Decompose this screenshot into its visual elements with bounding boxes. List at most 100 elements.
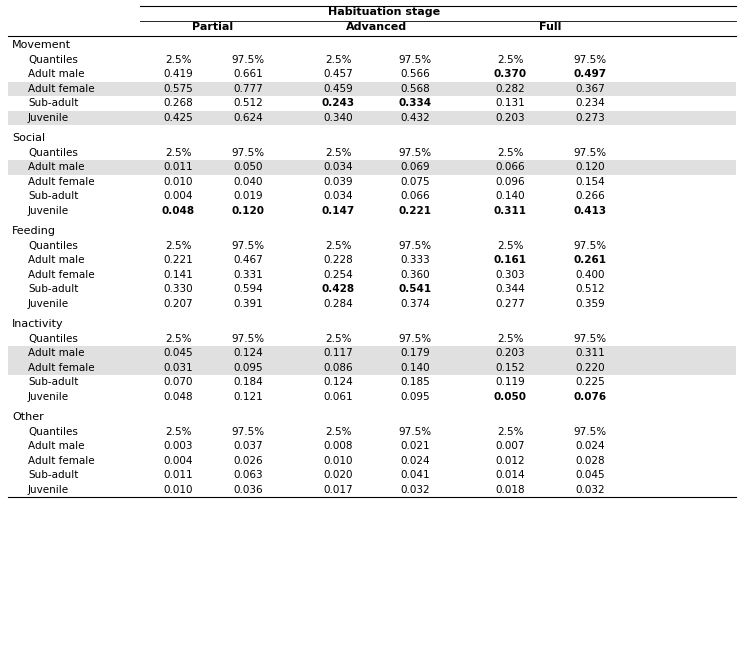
Text: 2.5%: 2.5%	[325, 148, 351, 158]
Text: 0.419: 0.419	[163, 69, 193, 79]
Text: Quantiles: Quantiles	[28, 427, 78, 437]
Text: 0.048: 0.048	[163, 392, 192, 402]
Text: 0.011: 0.011	[163, 470, 192, 480]
Text: 97.5%: 97.5%	[574, 427, 606, 437]
Text: Juvenile: Juvenile	[28, 206, 69, 216]
Text: 0.024: 0.024	[400, 456, 430, 465]
Bar	[8, 346, 736, 361]
Text: 0.360: 0.360	[400, 270, 430, 280]
Text: 0.034: 0.034	[323, 191, 353, 201]
Text: 2.5%: 2.5%	[497, 54, 523, 65]
Text: 0.063: 0.063	[233, 470, 263, 480]
Text: 97.5%: 97.5%	[231, 241, 265, 251]
Text: 0.019: 0.019	[233, 191, 263, 201]
Bar	[8, 361, 736, 375]
Text: 0.221: 0.221	[398, 206, 431, 216]
Text: Partial: Partial	[192, 22, 233, 32]
Text: 0.070: 0.070	[163, 377, 192, 387]
Text: 0.254: 0.254	[323, 270, 353, 280]
Text: 0.045: 0.045	[575, 470, 605, 480]
Text: Sub-adult: Sub-adult	[28, 191, 78, 201]
Text: 0.096: 0.096	[495, 177, 525, 187]
Text: 0.425: 0.425	[163, 113, 193, 123]
Text: 0.203: 0.203	[495, 348, 525, 359]
Text: 0.066: 0.066	[495, 162, 525, 172]
Text: Other: Other	[12, 412, 44, 422]
Text: 0.512: 0.512	[575, 284, 605, 294]
Text: 0.039: 0.039	[323, 177, 353, 187]
Text: 0.541: 0.541	[398, 284, 432, 294]
Text: 0.207: 0.207	[163, 299, 192, 309]
Text: 97.5%: 97.5%	[574, 334, 606, 344]
Text: 0.147: 0.147	[322, 206, 354, 216]
Text: 0.228: 0.228	[323, 255, 353, 265]
Text: 0.050: 0.050	[494, 392, 527, 402]
Text: 0.344: 0.344	[495, 284, 525, 294]
Text: Juvenile: Juvenile	[28, 485, 69, 495]
Text: 0.040: 0.040	[233, 177, 263, 187]
Text: 0.028: 0.028	[575, 456, 605, 465]
Text: 0.184: 0.184	[233, 377, 263, 387]
Text: Sub-adult: Sub-adult	[28, 98, 78, 108]
Text: 0.594: 0.594	[233, 284, 263, 294]
Text: 2.5%: 2.5%	[325, 54, 351, 65]
Text: 97.5%: 97.5%	[398, 241, 432, 251]
Text: 0.010: 0.010	[323, 456, 353, 465]
Text: 0.266: 0.266	[575, 191, 605, 201]
Text: 0.007: 0.007	[495, 442, 524, 452]
Text: Advanced: Advanced	[346, 22, 407, 32]
Text: 0.026: 0.026	[233, 456, 263, 465]
Text: 0.075: 0.075	[400, 177, 430, 187]
Text: 97.5%: 97.5%	[398, 54, 432, 65]
Text: 2.5%: 2.5%	[165, 334, 191, 344]
Text: 0.010: 0.010	[163, 177, 192, 187]
Text: 0.024: 0.024	[575, 442, 605, 452]
Text: 2.5%: 2.5%	[325, 241, 351, 251]
Text: 2.5%: 2.5%	[165, 54, 191, 65]
Text: Adult male: Adult male	[28, 442, 84, 452]
Text: 0.413: 0.413	[574, 206, 606, 216]
Text: Habituation stage: Habituation stage	[328, 7, 440, 17]
Text: 0.121: 0.121	[233, 392, 263, 402]
Text: 2.5%: 2.5%	[165, 241, 191, 251]
Text: 0.076: 0.076	[574, 392, 606, 402]
Text: 0.154: 0.154	[575, 177, 605, 187]
Text: 0.021: 0.021	[400, 442, 430, 452]
Text: 0.512: 0.512	[233, 98, 263, 108]
Text: 0.017: 0.017	[323, 485, 353, 495]
Text: 0.048: 0.048	[161, 206, 195, 216]
Text: 0.243: 0.243	[322, 98, 354, 108]
Text: 97.5%: 97.5%	[231, 148, 265, 158]
Text: Quantiles: Quantiles	[28, 148, 78, 158]
Text: Juvenile: Juvenile	[28, 392, 69, 402]
Text: 0.284: 0.284	[323, 299, 353, 309]
Text: 0.330: 0.330	[163, 284, 192, 294]
Text: 0.066: 0.066	[400, 191, 430, 201]
Text: 0.140: 0.140	[400, 363, 430, 373]
Text: 2.5%: 2.5%	[497, 148, 523, 158]
Text: 97.5%: 97.5%	[398, 427, 432, 437]
Text: 0.161: 0.161	[494, 255, 527, 265]
Text: 0.037: 0.037	[233, 442, 263, 452]
Text: 0.497: 0.497	[574, 69, 606, 79]
Text: 0.277: 0.277	[495, 299, 525, 309]
Text: 97.5%: 97.5%	[398, 334, 432, 344]
Text: 0.303: 0.303	[495, 270, 525, 280]
Text: 97.5%: 97.5%	[398, 148, 432, 158]
Text: Movement: Movement	[12, 41, 71, 50]
Text: 0.031: 0.031	[163, 363, 192, 373]
Text: Adult female: Adult female	[28, 177, 95, 187]
Text: 0.069: 0.069	[400, 162, 430, 172]
Text: 0.152: 0.152	[495, 363, 525, 373]
Text: 0.428: 0.428	[322, 284, 354, 294]
Text: Adult male: Adult male	[28, 162, 84, 172]
Text: Adult male: Adult male	[28, 255, 84, 265]
Text: 0.011: 0.011	[163, 162, 192, 172]
Text: 0.457: 0.457	[323, 69, 353, 79]
Text: 97.5%: 97.5%	[574, 148, 606, 158]
Text: 0.124: 0.124	[323, 377, 353, 387]
Text: 2.5%: 2.5%	[497, 334, 523, 344]
Text: 0.624: 0.624	[233, 113, 263, 123]
Text: 0.018: 0.018	[495, 485, 525, 495]
Text: Adult female: Adult female	[28, 270, 95, 280]
